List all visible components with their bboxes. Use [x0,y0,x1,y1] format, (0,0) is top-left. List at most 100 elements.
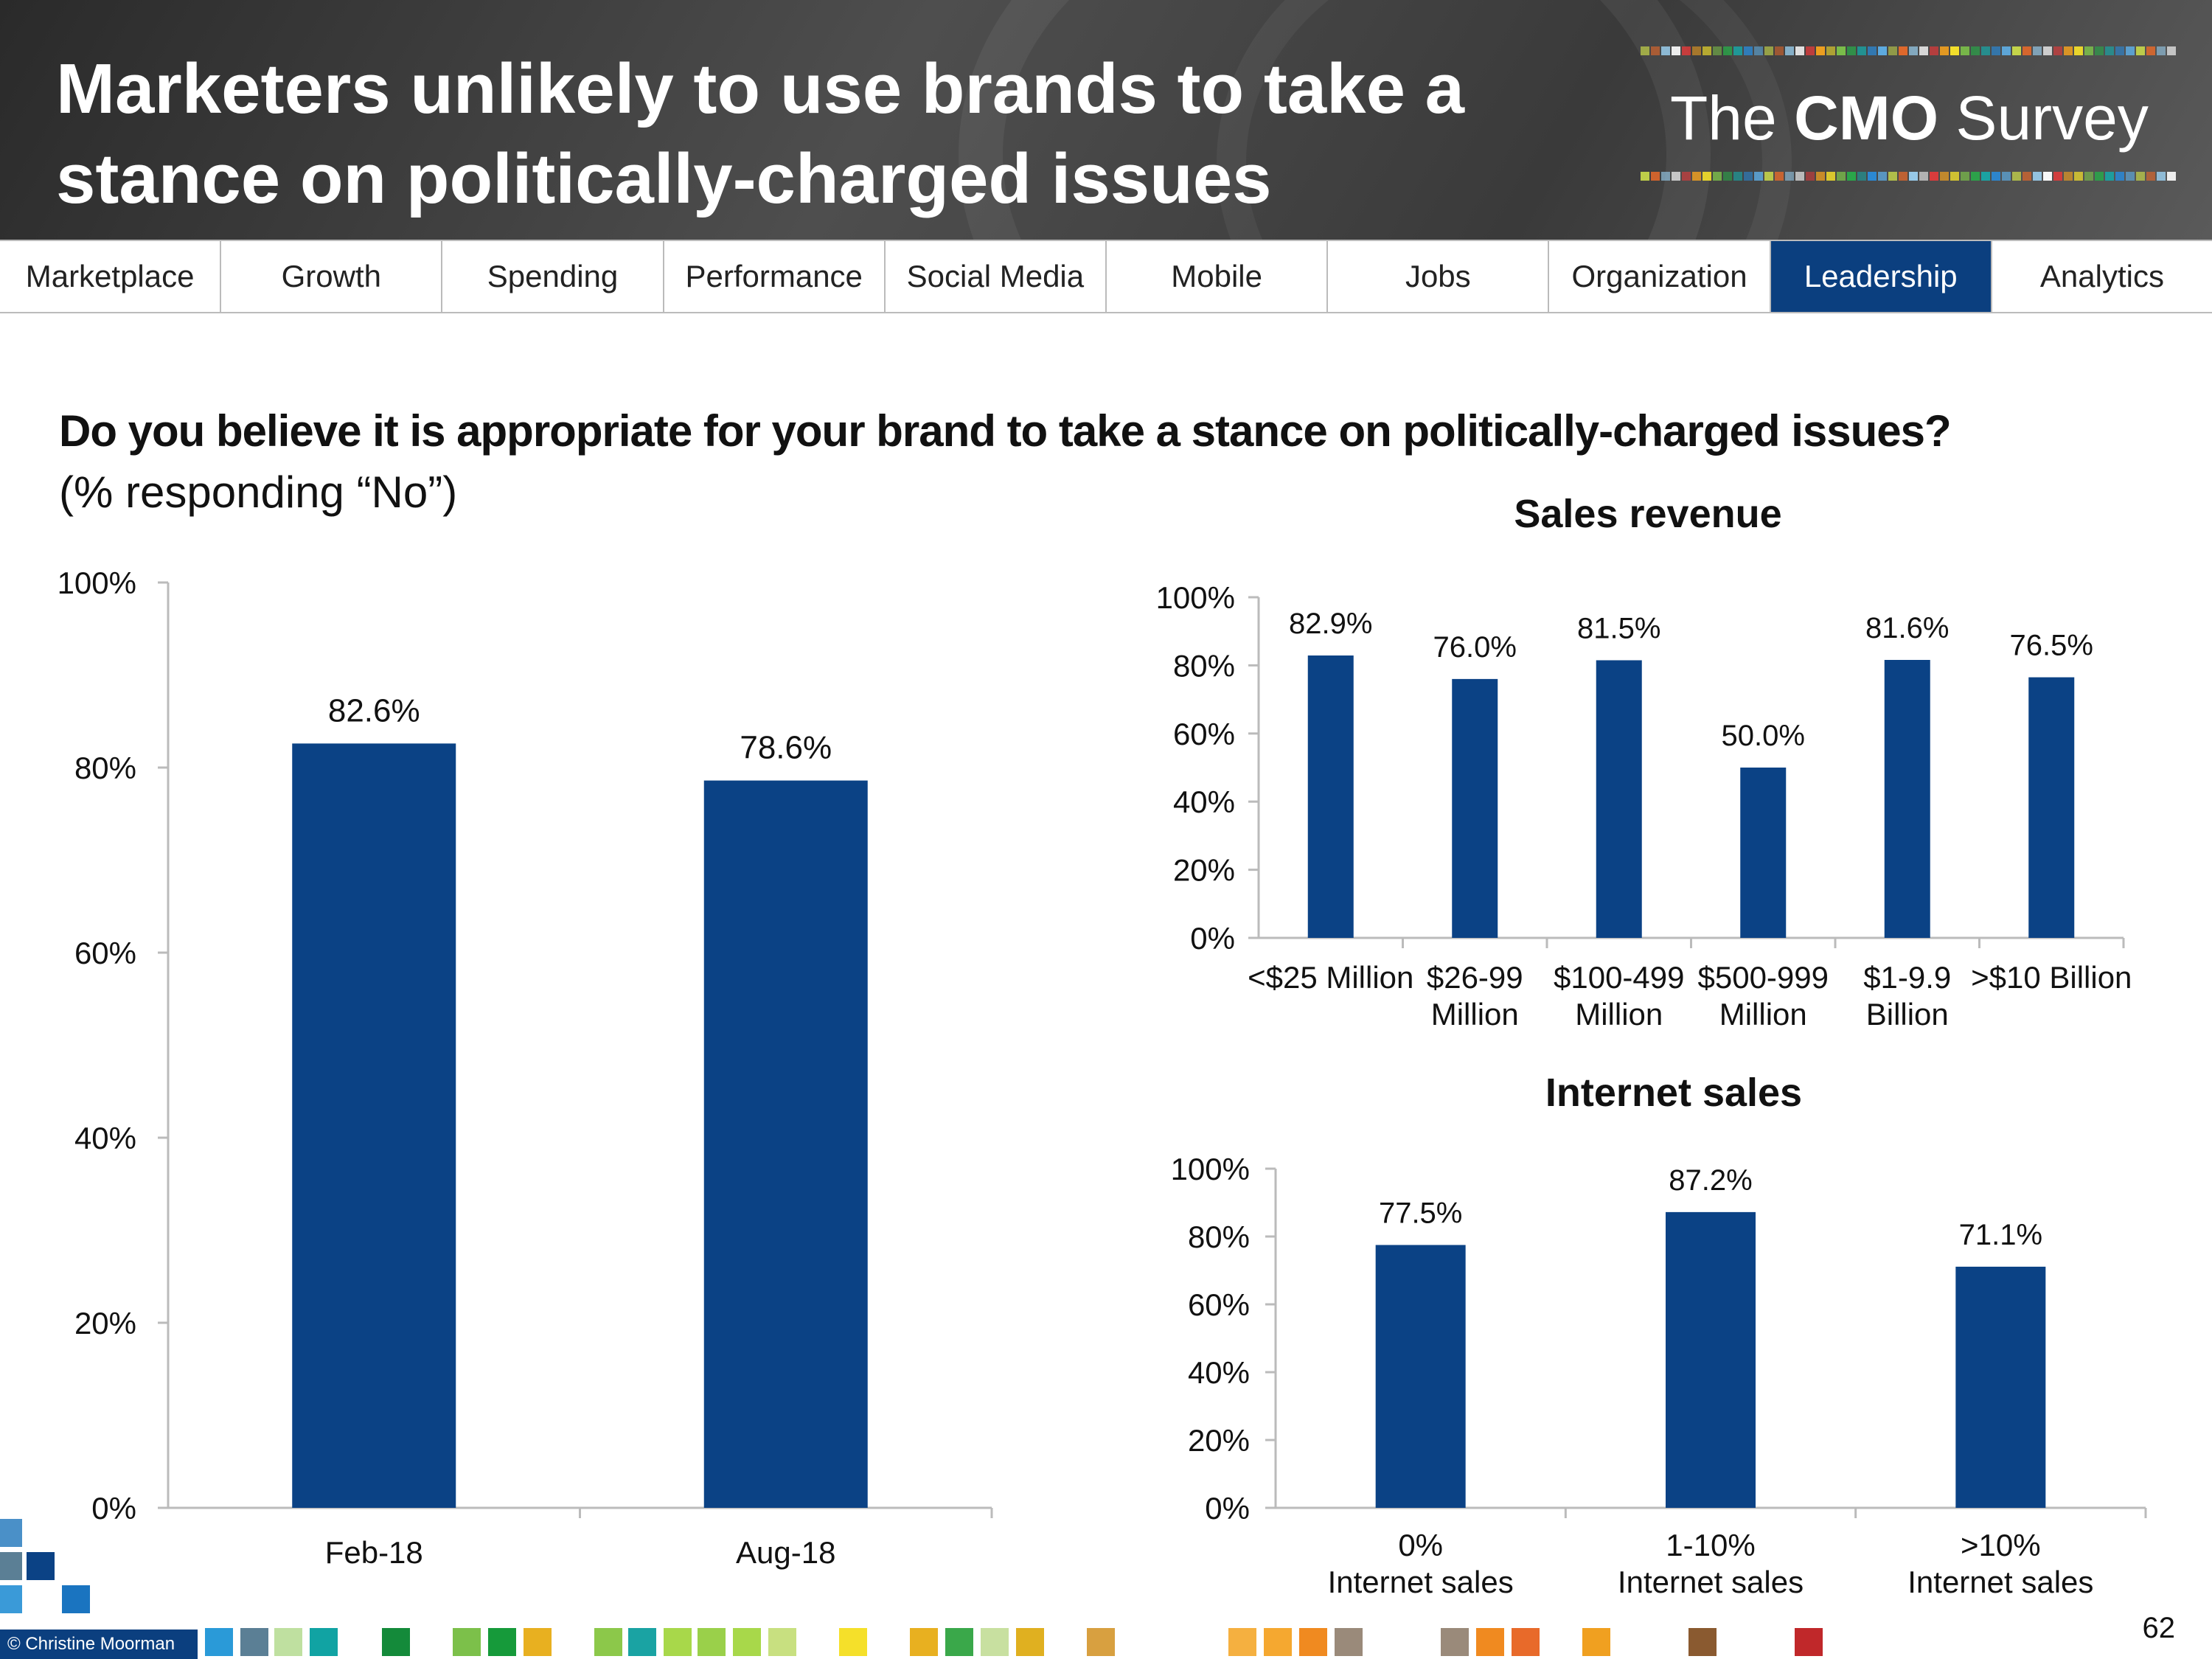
bar [703,780,868,1508]
decorative-square [839,1628,867,1656]
logo-pixel-strip [1641,46,2177,59]
x-tick-label: Million [1431,997,1519,1032]
decorative-square [698,1628,726,1656]
decorative-square [594,1628,622,1656]
x-tick-label: Internet sales [1618,1565,1804,1599]
decorative-square [1299,1628,1327,1656]
x-tick-label: 0% [1398,1528,1443,1562]
x-tick-label: 1-10% [1666,1528,1755,1562]
data-label: 81.6% [1865,612,1949,644]
y-tick-label: 80% [74,751,136,785]
header-banner: Marketers unlikely to use brands to take… [0,0,2212,240]
tab-organization[interactable]: Organization [1549,241,1771,312]
bar [1666,1211,1756,1508]
data-label: 76.0% [1433,631,1517,664]
bar [1596,660,1642,938]
x-tick-label: Internet sales [1907,1565,2093,1599]
bar [2028,677,2075,938]
decorative-square [1335,1628,1363,1656]
decorative-square [488,1628,516,1656]
bar [292,743,456,1508]
decorative-square [1264,1628,1292,1656]
data-label: 78.6% [740,730,832,766]
x-tick-label: $26-99 [1427,960,1523,995]
data-label: 71.1% [1959,1219,2042,1251]
tab-spending[interactable]: Spending [442,241,664,312]
bar [1740,768,1787,938]
logo-suffix: Survey [1955,83,2149,153]
y-tick-label: 20% [1173,853,1235,888]
y-tick-label: 40% [74,1121,136,1155]
y-tick-label: 100% [58,566,136,600]
decorative-square [1476,1628,1504,1656]
page-number: 62 [2142,1612,2176,1644]
survey-subquestion: (% responding “No”) [59,467,458,517]
decorative-square [240,1628,268,1656]
decorative-square [664,1628,692,1656]
decorative-square [29,1519,52,1547]
y-tick-label: 80% [1173,648,1235,683]
title-line: Marketers unlikely to use brands to take… [56,49,1465,128]
decorative-square [205,1628,233,1656]
y-tick-label: 80% [1188,1220,1250,1254]
bar [1955,1266,2046,1508]
decorative-square [733,1628,761,1656]
y-tick-label: 0% [1205,1491,1250,1526]
decorative-square [768,1628,796,1656]
decorative-square [628,1628,656,1656]
bar [1884,660,1930,938]
x-tick-label: $500-999 [1698,960,1829,995]
data-label: 50.0% [1722,720,1805,752]
y-tick-label: 20% [1188,1423,1250,1458]
tab-mobile[interactable]: Mobile [1107,241,1329,312]
decorative-square [310,1628,338,1656]
data-label: 87.2% [1669,1164,1752,1197]
tab-jobs[interactable]: Jobs [1328,241,1550,312]
slide-title: Marketers unlikely to use brands to take… [56,44,1604,224]
x-tick-label: Million [1719,997,1807,1032]
decorative-square [1582,1628,1610,1656]
logo-prefix: The [1670,83,1777,153]
y-tick-label: 20% [74,1306,136,1340]
decorative-square [1512,1628,1540,1656]
decorative-square [0,1519,22,1547]
tab-analytics[interactable]: Analytics [2039,259,2164,293]
copyright-label: © Christine Moorman [0,1630,198,1659]
decorative-square [0,1552,22,1580]
tab-growth[interactable]: Growth [221,241,443,312]
decorative-square [1087,1628,1115,1656]
y-tick-label: 60% [1173,717,1235,751]
chart-title: Sales revenue [1514,492,1781,536]
logo-bold: CMO [1794,83,1939,153]
y-tick-label: 100% [1156,580,1235,615]
decorative-square [27,1552,55,1580]
section-nav: Marketplace Growth Spending Performance Soci… [0,240,2212,313]
y-tick-label: 0% [91,1491,136,1526]
x-tick-label: >$10 Billion [1971,960,2132,995]
data-label: 81.5% [1577,612,1660,644]
title-line: stance on politically-charged issues [56,139,1272,218]
x-tick-label: >10% [1961,1528,2041,1562]
x-tick-label: $1-9.9 [1863,960,1951,995]
tab-performance[interactable]: Performance [664,241,886,312]
tab-marketplace[interactable]: Marketplace [0,241,222,312]
y-tick-label: 0% [1190,921,1235,956]
decorative-square [910,1628,938,1656]
y-tick-label: 40% [1173,785,1235,819]
data-label: 82.9% [1289,608,1372,640]
decorative-square [1441,1628,1469,1656]
bar [1375,1245,1466,1508]
y-tick-label: 60% [1188,1287,1250,1322]
decorative-square [1016,1628,1044,1656]
survey-question: Do you believe it is appropriate for you… [59,406,1952,456]
decorative-square [945,1628,973,1656]
tab-social-media[interactable]: Social Media [886,241,1107,312]
decorative-square [274,1628,302,1656]
tab-leadership[interactable]: Leadership [1770,241,1992,312]
cmo-survey-logo: The CMO Survey [1670,83,2149,154]
bar [1307,655,1354,938]
x-tick-label: Aug-18 [736,1535,835,1570]
x-tick-label: Feb-18 [325,1535,423,1570]
x-tick-label: <$25 Million [1248,960,1413,995]
